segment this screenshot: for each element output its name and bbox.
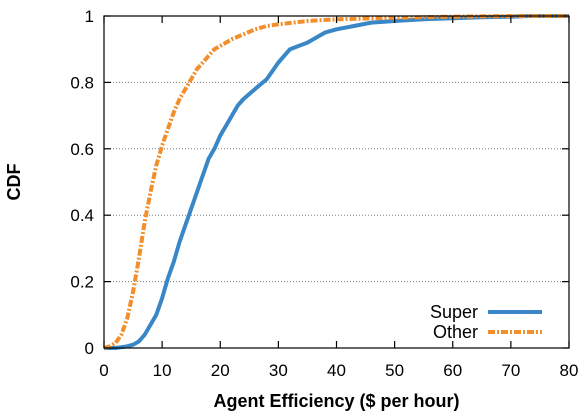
legend-label-super: Super xyxy=(430,302,478,322)
y-tick-label: 1 xyxy=(85,7,94,26)
x-tick-label: 0 xyxy=(99,361,108,380)
legend-label-other: Other xyxy=(433,322,478,342)
grid-lines xyxy=(104,81,569,283)
x-tick-label: 50 xyxy=(385,361,404,380)
x-tick-label: 40 xyxy=(327,361,346,380)
y-axis-title: CDF xyxy=(4,164,24,201)
plot-frame xyxy=(103,15,570,349)
series-line-super xyxy=(104,14,569,350)
x-tick-label: 20 xyxy=(211,361,230,380)
y-tick-label: 0.4 xyxy=(70,206,94,225)
x-tick-label: 30 xyxy=(269,361,288,380)
x-tick-label: 80 xyxy=(560,361,579,380)
y-tick-label: 0.8 xyxy=(70,73,94,92)
x-tick-label: 10 xyxy=(153,361,172,380)
x-tick-label: 60 xyxy=(443,361,462,380)
y-tick-label: 0 xyxy=(85,339,94,358)
series-layer xyxy=(103,14,569,350)
x-axis-title: Agent Efficiency ($ per hour) xyxy=(213,391,459,411)
y-tick-label: 0.2 xyxy=(70,273,94,292)
x-tick-label: 70 xyxy=(501,361,520,380)
y-tick-label: 0.6 xyxy=(70,140,94,159)
y-axis: 0 0.2 0.4 0.6 0.8 1 xyxy=(70,7,569,358)
x-axis: 0 10 20 30 40 50 60 70 80 xyxy=(99,16,578,380)
series-line-other xyxy=(103,14,569,350)
